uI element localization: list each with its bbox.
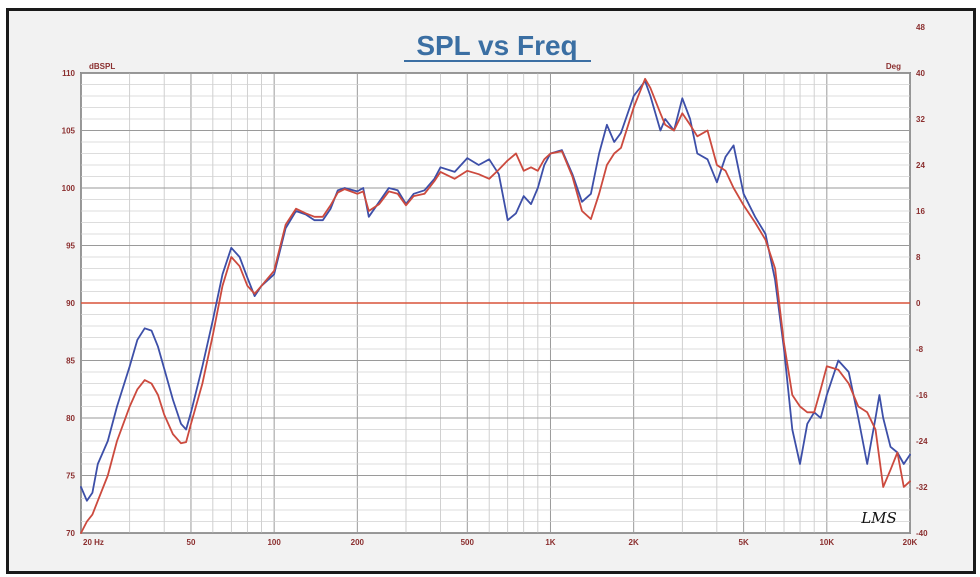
series-line-1 (80, 80, 911, 502)
y-tick-label: 75 (66, 472, 75, 481)
y2-tick-label: 0 (916, 299, 921, 308)
y2-tick-label: 40 (916, 69, 925, 78)
x-tick-label: 20 Hz (83, 538, 104, 547)
x-tick-label: 50 (187, 538, 196, 547)
y-tick-label: 110 (62, 69, 75, 78)
y2-tick-label: -32 (916, 483, 928, 492)
x-tick-label: 100 (267, 538, 281, 547)
y-tick-label: 105 (62, 127, 76, 136)
y2-tick-label: -8 (916, 345, 924, 354)
y2-tick-label: 32 (916, 115, 925, 124)
x-tick-label: 200 (351, 538, 365, 547)
y-tick-label: 90 (66, 299, 75, 308)
x-axis-ticks: 20 Hz 50 100 200 500 1K 2K 5K 10K 20K (83, 538, 918, 547)
left-axis-unit: dBSPL (89, 62, 115, 71)
left-axis-ticks: 70 75 80 85 90 95 100 105 110 (62, 69, 76, 538)
y-tick-label: 95 (66, 242, 75, 251)
x-tick-label: 2K (629, 538, 639, 547)
right-axis-unit: Deg (886, 62, 901, 71)
y2-tick-label: 48 (916, 23, 925, 32)
x-tick-label: 20K (903, 538, 918, 547)
y2-tick-label: 24 (916, 161, 925, 170)
y2-tick-label: -16 (916, 391, 928, 400)
chart-title: SPL vs Freq (416, 30, 577, 61)
y2-tick-label: 8 (916, 253, 921, 262)
y-tick-label: 100 (62, 184, 76, 193)
y-tick-label: 70 (66, 529, 75, 538)
x-tick-label: 10K (819, 538, 834, 547)
lms-watermark: LMS (860, 509, 897, 527)
series-group (80, 77, 911, 534)
y2-tick-label: 16 (916, 207, 925, 216)
x-tick-label: 1K (545, 538, 555, 547)
x-tick-label: 500 (461, 538, 475, 547)
right-axis-ticks: -40 -32 -24 -16 -8 0 8 16 24 32 40 48 (916, 23, 928, 538)
series-line-2 (80, 77, 911, 534)
y-tick-label: 85 (66, 357, 75, 366)
y-tick-label: 80 (66, 414, 75, 423)
y2-tick-label: -24 (916, 437, 928, 446)
chart-frame: SPL vs Freq 70 75 80 85 90 95 100 105 110 -40 -32… (6, 8, 976, 574)
y2-tick-label: -40 (916, 529, 928, 538)
x-tick-label: 5K (739, 538, 749, 547)
